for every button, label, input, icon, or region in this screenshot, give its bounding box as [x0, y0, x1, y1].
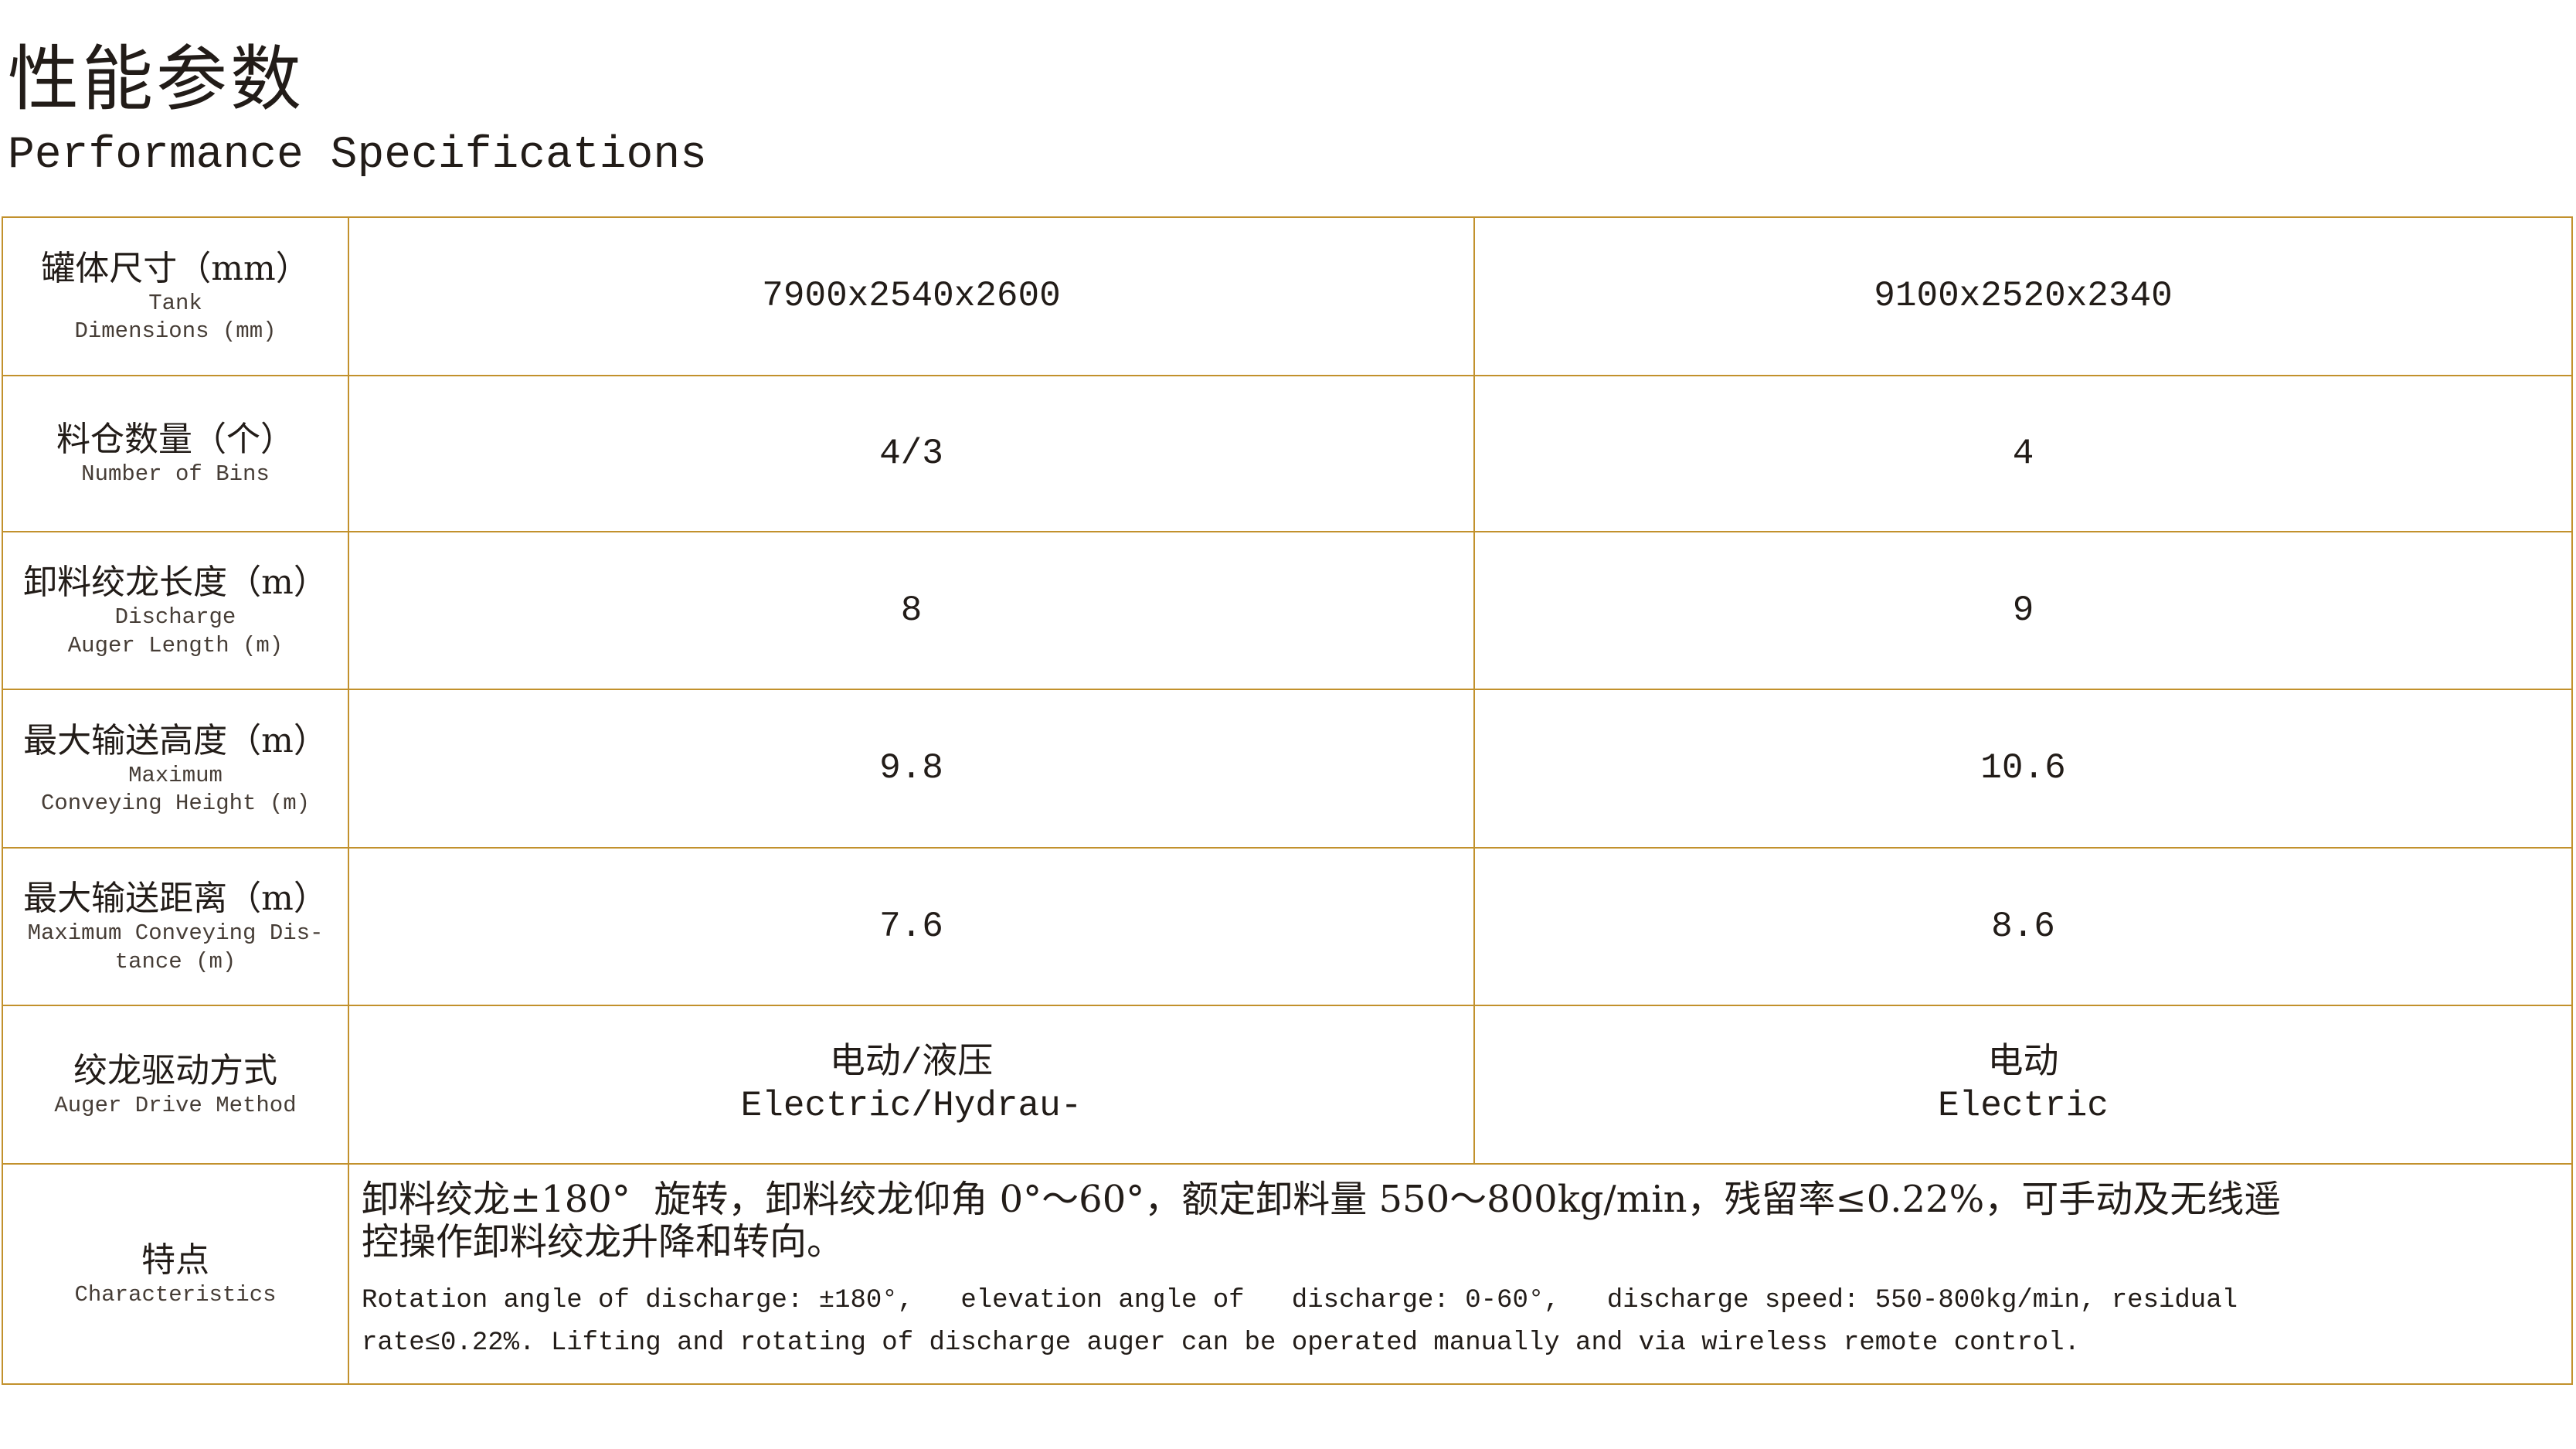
value-cell-conveying-height-model1: 9.8 — [349, 690, 1475, 849]
spec-table: 罐体尺寸（mm） Tank Dimensions (mm) 7900x2540x… — [2, 216, 2573, 1385]
page-title-chinese: 性能参数 — [8, 38, 305, 121]
cell-value: 8 — [900, 590, 923, 631]
page-title-block: 性能参数 Performance Specifications — [8, 39, 707, 181]
row-label-en: tance (m) — [114, 948, 236, 975]
row-header-tank-dimensions: 罐体尺寸（mm） Tank Dimensions (mm) — [3, 218, 349, 376]
row-label-en: Maximum — [128, 762, 223, 788]
row-header-auger-length: 卸料绞龙长度（m） Discharge Auger Length (m) — [3, 532, 349, 690]
row-label-zh: 卸料绞龙长度（m） — [23, 563, 328, 603]
cell-value: 4 — [2012, 433, 2034, 474]
value-cell-drive-method-model1: 电动/液压 Electric/Hydrau- — [349, 1006, 1475, 1165]
row-label-zh: 绞龙驱动方式 — [73, 1050, 277, 1090]
value-cell-auger-length-model2: 9 — [1475, 532, 2571, 690]
row-label-zh: 特点 — [141, 1240, 209, 1280]
value-cell-tank-dimensions-model2: 9100x2520x2340 — [1475, 218, 2571, 376]
characteristics-zh-line: 卸料绞龙±180° 旋转，卸料绞龙仰角 0°～60°，额定卸料量 550～800… — [362, 1178, 2282, 1221]
row-label-en: Conveying Height (m) — [40, 791, 311, 816]
cell-value: 10.6 — [1980, 748, 2066, 789]
row-label-en: Characteristics — [74, 1281, 277, 1308]
cell-value: 7900x2540x2600 — [762, 276, 1061, 317]
row-label-zh: 最大输送高度（m） — [23, 720, 328, 760]
row-label-zh: 最大输送距离（m） — [23, 879, 328, 919]
value-cell-conveying-distance-model1: 7.6 — [349, 849, 1475, 1006]
characteristics-en-line: Rotation angle of discharge: ±180°, elev… — [362, 1286, 2238, 1316]
characteristics-text-cell: 卸料绞龙±180° 旋转，卸料绞龙仰角 0°～60°，额定卸料量 550～800… — [349, 1165, 2571, 1383]
value-cell-auger-length-model1: 8 — [349, 532, 1475, 690]
row-header-number-of-bins: 料仓数量（个） Number of Bins — [3, 376, 349, 532]
value-cell-conveying-distance-model2: 8.6 — [1475, 849, 2571, 1006]
row-label-en: Auger Length (m) — [67, 632, 284, 658]
cell-value: Electric — [1938, 1085, 2109, 1126]
row-label-en: Auger Drive Method — [54, 1092, 297, 1118]
cell-value: 电动 — [1987, 1043, 2059, 1084]
characteristics-zh-line: 控操作卸料绞龙升降和转向。 — [362, 1219, 845, 1264]
characteristics-en-text: Rotation angle of discharge: ±180°, elev… — [362, 1280, 2238, 1364]
cell-value: 9.8 — [879, 748, 943, 789]
row-label-en: Discharge — [114, 604, 236, 631]
characteristics-zh-text: 卸料绞龙±180° 旋转，卸料绞龙仰角 0°～60°，额定卸料量 550～800… — [362, 1179, 2281, 1263]
cell-value: 电动/液压 — [829, 1043, 994, 1084]
cell-value: 9 — [2012, 590, 2034, 631]
cell-value: 8.6 — [1991, 906, 2055, 947]
row-header-auger-drive-method: 绞龙驱动方式 Auger Drive Method — [3, 1006, 349, 1165]
row-header-characteristics: 特点 Characteristics — [3, 1165, 349, 1383]
row-label-zh: 料仓数量（个） — [56, 420, 294, 460]
row-label-en: Dimensions (mm) — [74, 318, 277, 344]
value-cell-drive-method-model2: 电动 Electric — [1475, 1006, 2571, 1165]
cell-value: 4/3 — [879, 433, 943, 474]
cell-value: 7.6 — [879, 906, 943, 947]
cell-value: Electric/Hydrau- — [740, 1085, 1082, 1126]
row-label-en: Tank — [148, 290, 202, 316]
value-cell-conveying-height-model2: 10.6 — [1475, 690, 2571, 849]
page-title-english: Performance Specifications — [8, 130, 707, 181]
cell-value: 9100x2520x2340 — [1874, 276, 2173, 317]
row-header-conveying-distance: 最大输送距离（m） Maximum Conveying Dis- tance (… — [3, 849, 349, 1006]
row-label-en: Maximum Conveying Dis- — [27, 920, 324, 947]
characteristics-en-line: rate≤0.22%. Lifting and rotating of disc… — [362, 1328, 2080, 1358]
value-cell-tank-dimensions-model1: 7900x2540x2600 — [349, 218, 1475, 376]
value-cell-bins-model2: 4 — [1475, 376, 2571, 532]
value-cell-bins-model1: 4/3 — [349, 376, 1475, 532]
row-label-zh: 罐体尺寸（mm） — [41, 248, 310, 288]
row-label-en: Number of Bins — [81, 461, 270, 488]
row-header-conveying-height: 最大输送高度（m） Maximum Conveying Height (m) — [3, 690, 349, 849]
